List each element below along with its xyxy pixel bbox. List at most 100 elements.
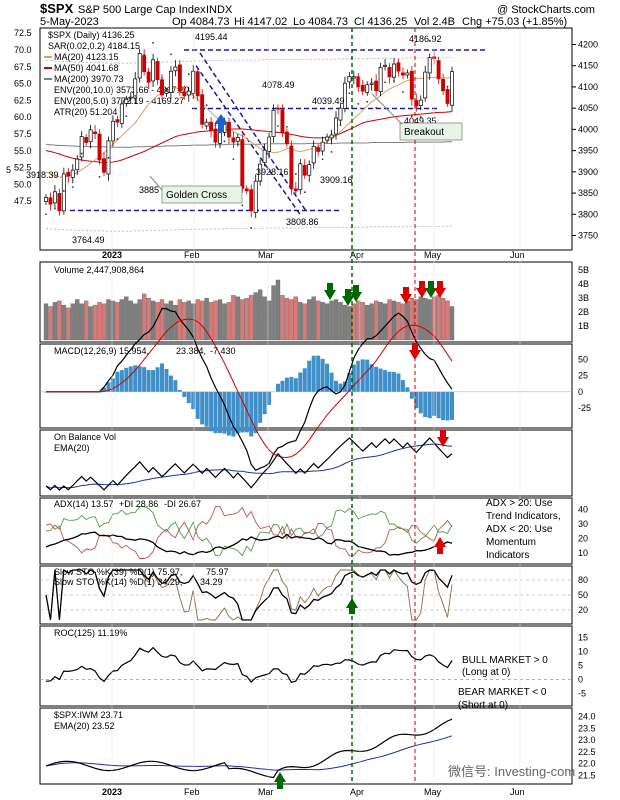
candle-body (173, 66, 178, 72)
candle-body (414, 100, 419, 107)
macd-hist-bar (334, 380, 338, 392)
macd-hist-bar (106, 382, 111, 392)
candle-body (191, 70, 196, 94)
price-left-tick-label: 57.5 (14, 129, 32, 139)
site-label: @ StockCharts.com (497, 4, 595, 16)
macd-hist-bar (115, 371, 120, 392)
macd-red-arrow-icon (409, 343, 421, 360)
volume-bar (43, 303, 49, 341)
candle-body (137, 53, 142, 79)
adx-layer: 40 30 20 10 (45, 504, 588, 559)
macd-hist-bar (258, 391, 263, 423)
vol-green-arrow-icon-3 (350, 285, 362, 302)
macd-hist-bar (392, 372, 396, 392)
candle-body (151, 59, 156, 82)
price-label-10: 3808.86 (286, 217, 319, 227)
volume-bar (369, 303, 374, 341)
volume-bar (146, 297, 151, 341)
vol-red-arrow-icon-2 (416, 281, 428, 298)
candle-body (75, 158, 80, 171)
volume-bar (324, 303, 330, 341)
volume-bar (249, 295, 254, 341)
candle-body (284, 131, 289, 145)
price-left-tick-label: 50.0 (14, 179, 32, 189)
volume-bar (289, 299, 294, 341)
macd-layer: 50 25 0 -25 (40, 307, 591, 472)
candle-body (405, 72, 410, 76)
candle-body (177, 64, 182, 92)
price-left-tick-label: 47.5 (14, 196, 32, 206)
volume-bar (360, 302, 365, 341)
macd-hist-bar (168, 375, 173, 392)
macd-hist-bar (320, 358, 325, 392)
candle-body (320, 141, 325, 152)
volume-bar (226, 302, 232, 341)
macd-hist-bar (182, 391, 187, 398)
candle-body (249, 189, 254, 212)
golden-cross-box (161, 185, 243, 204)
price-label-0: 4195.44 (195, 32, 228, 42)
sar-dot (375, 106, 378, 109)
candle-body (204, 121, 209, 127)
candle-body (307, 164, 312, 176)
macd-hist-bar (405, 387, 410, 392)
sto-tick-label: 80 (578, 575, 588, 585)
volume-bar (307, 299, 312, 341)
candle-body (298, 163, 303, 191)
candle-body (124, 98, 129, 104)
adx-note-line-5: Indicators (486, 550, 529, 561)
volume-tick-label: 3B (578, 293, 589, 303)
sar-dot (98, 176, 101, 178)
price-tick-label: 4200 (578, 39, 598, 49)
sar-dot (446, 85, 449, 88)
price-left-tick-label: 70.0 (14, 45, 32, 55)
macd-hist-bar (307, 360, 312, 392)
macd-hist-bar (226, 391, 231, 436)
price-label-6: 3918.39 (26, 170, 59, 180)
volume-bar (101, 303, 107, 341)
candle-body (146, 71, 151, 83)
candle-body (383, 64, 388, 67)
sar-dot (107, 156, 110, 159)
roc-panel-frame (39, 625, 573, 707)
breakout-label: Breakout (404, 127, 444, 138)
price-tick-label: 3900 (578, 167, 598, 177)
candle-body (133, 78, 138, 99)
candle-body (423, 71, 428, 99)
volume-layer: 5B 4B 3B 2B 1B (43, 265, 589, 341)
candle-body (48, 197, 53, 205)
candle-body (186, 90, 191, 96)
price-left-extra-label: 72.5 (14, 28, 32, 38)
legend-ratio-ema: EMA(20) 23.52 (54, 721, 115, 731)
sar-dot (393, 80, 395, 82)
price-left-tick-label: 62.5 (14, 95, 32, 105)
price-label-7: 3764.49 (72, 235, 105, 245)
sar-dot (384, 81, 386, 84)
macd-hist-bar (289, 376, 294, 392)
price-tick-label: 4100 (578, 82, 598, 92)
obv-line (45, 437, 453, 491)
volume-bar (244, 297, 249, 341)
volume-bar (186, 300, 191, 341)
candle-body (334, 117, 338, 135)
blue-up-arrow-icon (214, 114, 228, 132)
price-left-tick-label: 65.0 (14, 79, 32, 89)
adx-note-line-3: ADX < 20: Use (486, 524, 553, 535)
sar-dot (259, 180, 262, 183)
ratio-panel-frame (39, 707, 573, 785)
macd-hist-bar (177, 389, 182, 392)
high-label: Hi 4147.02 (234, 16, 287, 28)
volume-bar (119, 299, 124, 341)
sar-dot (286, 125, 288, 128)
macd-hist-bar (186, 391, 191, 404)
volume-bar (88, 306, 93, 341)
candle-body (409, 70, 414, 100)
price-left-extra-label: 5 (6, 165, 11, 175)
macd-hist-bar (146, 370, 151, 392)
sar-dot (196, 77, 199, 80)
macd-hist-bar (110, 378, 115, 392)
macd-hist-bar (142, 367, 147, 392)
candle-body (316, 147, 321, 152)
adx-note-line-2: Trend Indicators, (486, 511, 561, 522)
legend-sto2-a: Slow STO %K(14) %D(1) 34.29, (54, 577, 182, 587)
